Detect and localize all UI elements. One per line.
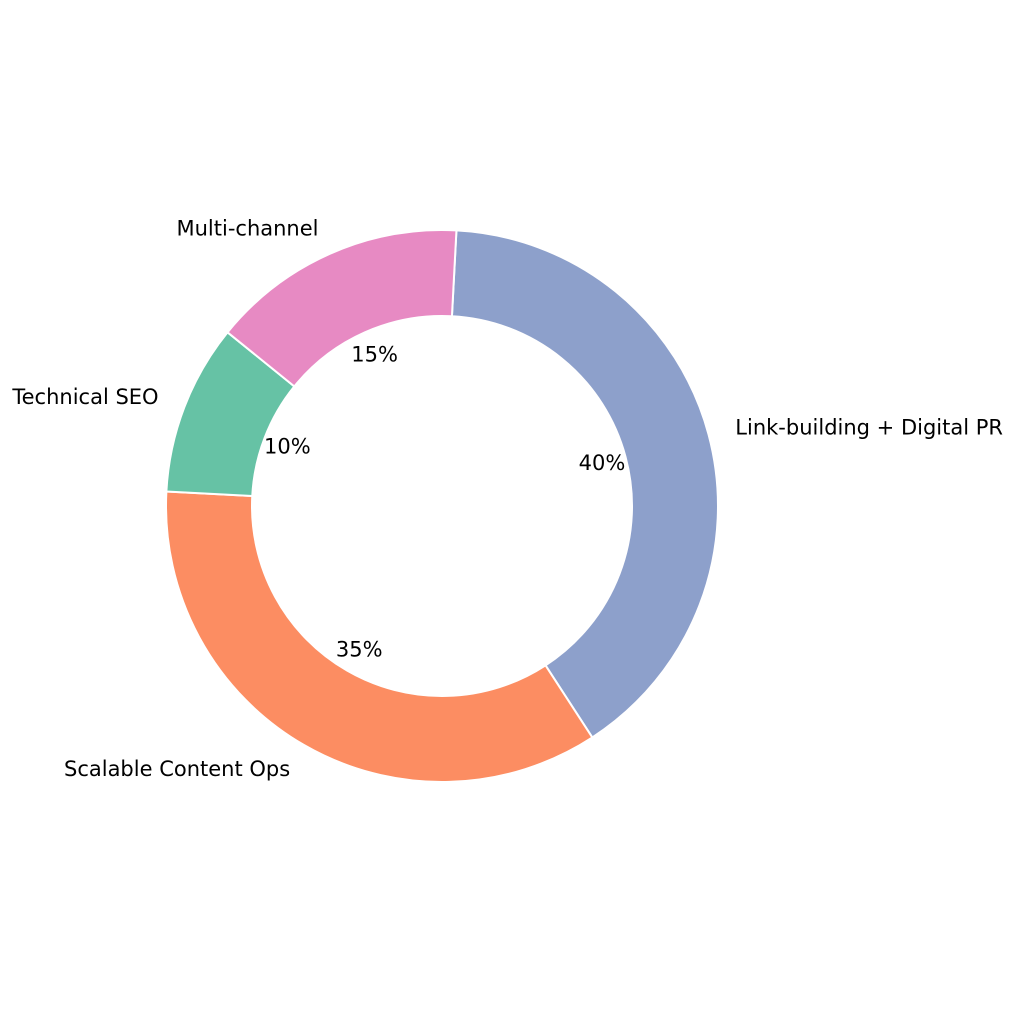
segment-label-scalable-content-ops: Scalable Content Ops bbox=[64, 757, 290, 781]
pie-segments bbox=[165, 229, 719, 783]
pct-label-scalable-content-ops: 35% bbox=[336, 637, 383, 661]
segment-label-technical-seo: Technical SEO bbox=[11, 385, 158, 409]
pct-label-link-building-digital-pr: 40% bbox=[579, 451, 626, 475]
pie-segment-link-building-digital-pr bbox=[450, 229, 719, 739]
pie-segment-scalable-content-ops bbox=[165, 490, 594, 783]
pct-label-technical-seo: 10% bbox=[264, 435, 311, 459]
pie-labels: 40% Link-building + Digital PR 35% Scalable… bbox=[11, 217, 1003, 781]
pie-segment-multi-channel bbox=[226, 229, 458, 388]
segment-label-multi-channel: Multi-channel bbox=[176, 217, 318, 241]
segment-label-link-building-digital-pr: Link-building + Digital PR bbox=[735, 415, 1003, 439]
pct-label-multi-channel: 15% bbox=[351, 343, 398, 367]
